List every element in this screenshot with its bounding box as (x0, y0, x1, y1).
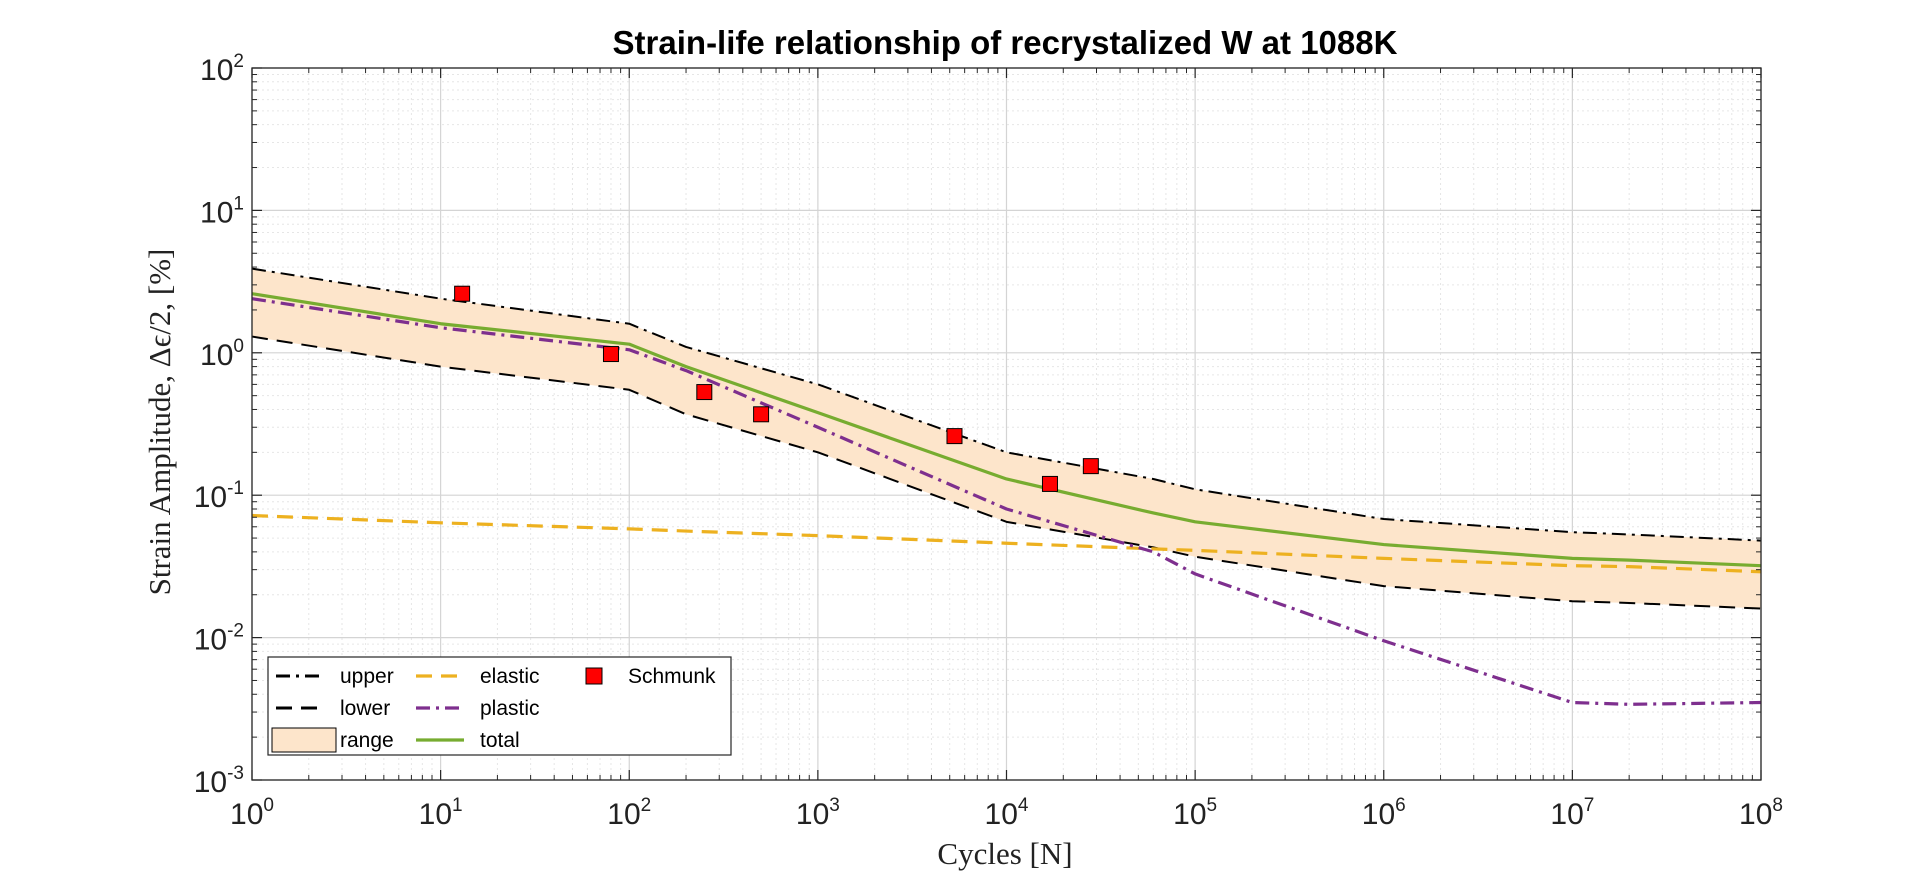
series-line-lower (251, 335, 1762, 610)
axis-ticks (251, 67, 1762, 781)
y-axis-label: Strain Amplitude, Δϵ/2, [%] (142, 249, 177, 596)
y-tick-label: 10-1 (194, 478, 244, 514)
schmunk-marker (696, 384, 713, 401)
legend-label-lower: lower (340, 697, 390, 720)
x-tick-label: 108 (1739, 795, 1783, 831)
x-tick-label: 102 (607, 795, 651, 831)
schmunk-marker (946, 428, 963, 445)
x-tick-label: 103 (796, 795, 840, 831)
x-tick-label: 104 (985, 795, 1029, 831)
schmunk-marker (602, 346, 619, 363)
y-tick-label: 101 (200, 193, 244, 229)
y-tick-label: 10-3 (194, 763, 244, 799)
legend-swatch-schmunk (585, 667, 603, 685)
range-band (252, 268, 1761, 609)
schmunk-marker (753, 406, 770, 423)
legend-swatch-range (271, 727, 337, 753)
schmunk-marker (454, 285, 471, 302)
y-tick-label: 10-2 (194, 621, 244, 657)
schmunk-marker (1041, 475, 1058, 492)
legend: upper lower range elastic plastic total Schmun… (267, 656, 732, 756)
chart-title: Strain-life relationship of recrystalize… (613, 24, 1398, 61)
x-tick-label: 101 (419, 795, 463, 831)
x-tick-label: 106 (1362, 795, 1406, 831)
legend-box (267, 656, 732, 756)
y-tick-label: 100 (200, 336, 244, 372)
legend-label-elastic: elastic (480, 665, 540, 688)
legend-label-schmunk: Schmunk (628, 665, 716, 688)
series-line-total (251, 292, 1762, 568)
legend-label-total: total (480, 729, 520, 752)
legend-label-plastic: plastic (480, 697, 540, 720)
x-tick-label: 105 (1173, 795, 1217, 831)
series-line-elastic (251, 513, 1762, 574)
y-tick-label: 102 (200, 51, 244, 87)
schmunk-marker (1082, 458, 1099, 475)
x-tick-label: 100 (230, 795, 274, 831)
x-axis-label: Cycles [N] (937, 836, 1072, 871)
legend-label-upper: upper (340, 665, 394, 688)
series-line-plastic (251, 297, 1762, 706)
x-tick-label: 107 (1550, 795, 1594, 831)
series-line-upper (251, 267, 1762, 542)
legend-label-range: range (340, 729, 394, 752)
